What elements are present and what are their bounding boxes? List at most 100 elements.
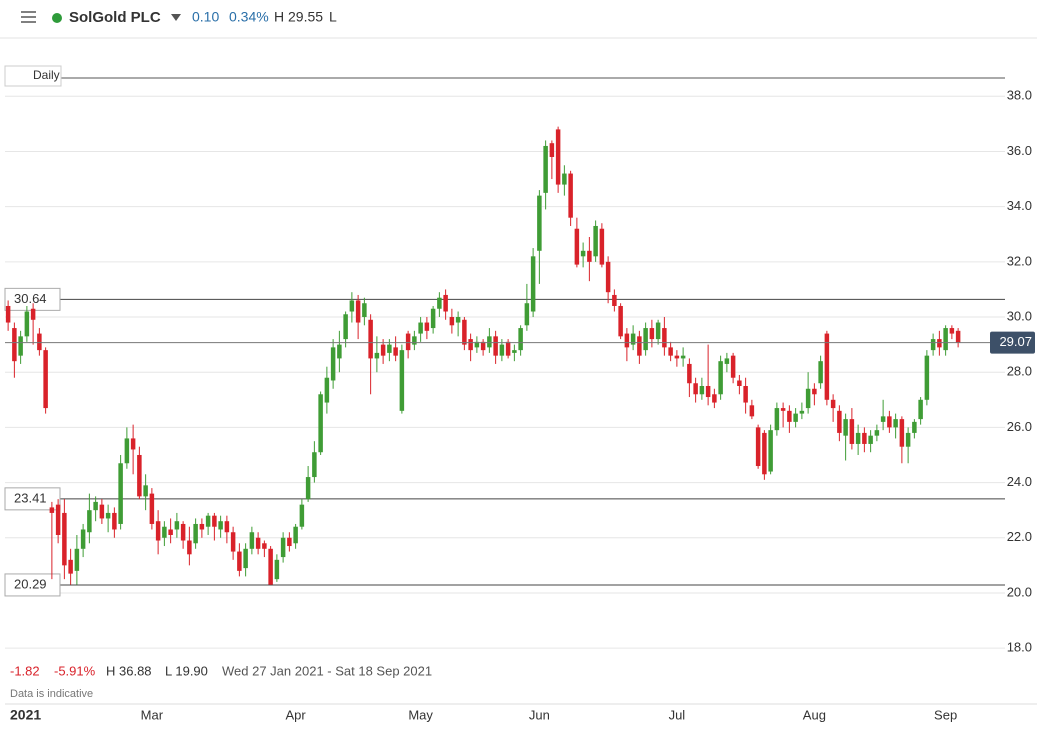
y-tick-label: 34.0 xyxy=(1007,198,1032,213)
candle-body xyxy=(930,339,936,351)
candle-body xyxy=(24,311,30,337)
candle-body xyxy=(805,388,811,409)
y-tick-label: 30.0 xyxy=(1007,308,1032,323)
candle-body xyxy=(368,319,373,359)
candle-body xyxy=(837,410,842,433)
menu-icon[interactable] xyxy=(21,11,36,23)
candle-body xyxy=(468,339,473,351)
candle-body xyxy=(874,430,880,436)
candle-body xyxy=(780,408,786,411)
candle-body xyxy=(249,532,255,549)
interval[interactable]: Daily xyxy=(33,68,60,82)
candle-body xyxy=(262,543,267,549)
candle-body xyxy=(605,261,611,293)
candle-body xyxy=(399,350,405,411)
candle-body xyxy=(562,173,567,185)
horizontal-line-label-box xyxy=(4,573,61,597)
candle-body xyxy=(693,383,698,395)
candle-body xyxy=(55,504,61,535)
candle-body xyxy=(380,344,386,356)
candle-body xyxy=(643,328,648,351)
candle-body xyxy=(724,358,730,364)
candle-body xyxy=(812,388,817,395)
candle-body xyxy=(487,336,492,348)
x-tick-label: 2021 xyxy=(10,707,41,723)
candle-body xyxy=(599,228,605,265)
dropdown-arrow[interactable] xyxy=(171,14,181,21)
y-tick-label: 18.0 xyxy=(1007,640,1032,655)
candle-body xyxy=(437,297,442,309)
candle-body xyxy=(299,504,305,527)
candle-body xyxy=(774,408,780,431)
interval-box[interactable] xyxy=(4,65,62,87)
candle-body xyxy=(430,308,436,329)
candle-body xyxy=(412,336,417,345)
candle-body xyxy=(762,432,767,475)
candle-body xyxy=(905,432,911,447)
candle-body xyxy=(680,355,686,359)
y-tick-label: 32.0 xyxy=(1007,253,1032,268)
candle-body xyxy=(280,537,286,558)
horizontal-line-label: 30.64 xyxy=(14,291,47,306)
candle-body xyxy=(224,521,230,533)
candle-body xyxy=(93,501,98,511)
candle-body xyxy=(518,328,523,351)
candle-body xyxy=(924,355,930,400)
candle-body xyxy=(624,333,630,348)
candle-body xyxy=(868,435,873,444)
candle-body xyxy=(218,521,223,530)
last-price-label: 29.07 xyxy=(999,334,1032,349)
candle-body xyxy=(649,328,655,340)
candle-body xyxy=(543,145,548,193)
candle-body xyxy=(337,344,342,359)
candle-body xyxy=(537,195,542,251)
candle-body xyxy=(755,427,761,467)
candle-body xyxy=(705,386,711,398)
candle-body xyxy=(393,347,398,356)
candle-body xyxy=(512,350,517,353)
candle-body xyxy=(74,548,80,571)
candle-body xyxy=(99,504,105,519)
candle-body xyxy=(937,339,942,348)
candle-body xyxy=(230,532,236,552)
y-tick-label: 24.0 xyxy=(1007,474,1032,489)
candle-body xyxy=(387,344,392,353)
candle-body xyxy=(199,523,205,530)
candle-body xyxy=(849,419,855,444)
footer-change: -1.82 xyxy=(10,663,40,678)
candle-body xyxy=(712,394,717,403)
candle-body xyxy=(830,399,836,409)
candle-body xyxy=(37,333,42,351)
status-dot xyxy=(52,13,62,23)
candle-body xyxy=(124,438,130,464)
candle-body xyxy=(30,308,36,320)
candle-body xyxy=(143,485,148,497)
candle-body xyxy=(949,328,955,334)
high: H 29.55 xyxy=(274,9,323,25)
candle-body xyxy=(655,322,661,340)
candle-body xyxy=(737,380,742,387)
candle-body xyxy=(893,419,898,428)
candle-body xyxy=(718,361,723,395)
y-tick-label: 22.0 xyxy=(1007,529,1032,544)
candle-body xyxy=(524,303,530,326)
candle-body xyxy=(49,507,55,513)
candle-body xyxy=(843,419,848,436)
candle-body xyxy=(612,294,617,306)
candle-body xyxy=(912,421,917,433)
y-tick-label: 28.0 xyxy=(1007,364,1032,379)
candle-body xyxy=(593,225,598,257)
candle-body xyxy=(768,430,773,472)
candle-body xyxy=(130,438,136,450)
candle-body xyxy=(699,386,705,395)
y-tick-label: 36.0 xyxy=(1007,143,1032,158)
candle-body xyxy=(418,322,423,334)
candle-body xyxy=(918,399,923,420)
candle-body xyxy=(455,317,461,323)
instrument-name[interactable]: SolGold PLC xyxy=(69,9,161,26)
candle-body xyxy=(87,510,92,533)
horizontal-line-label-box xyxy=(4,487,61,511)
candle-body xyxy=(662,328,667,348)
